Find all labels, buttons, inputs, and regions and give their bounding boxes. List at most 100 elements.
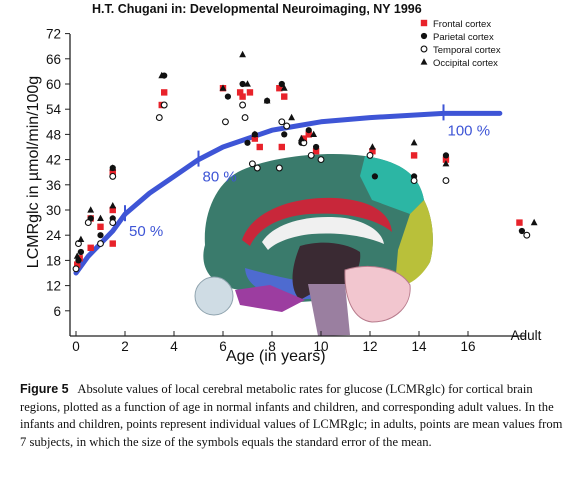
data-point xyxy=(410,139,418,146)
data-point xyxy=(109,172,117,180)
x-tick-label: 0 xyxy=(72,339,80,354)
x-axis-label: Age (in years) xyxy=(226,348,326,365)
data-point xyxy=(161,89,168,96)
y-axis-label: LCMRglc in µmol/min/100g xyxy=(25,76,42,268)
eye-icon xyxy=(194,276,234,316)
data-point xyxy=(256,143,263,151)
legend-label: Parietal cortex xyxy=(433,32,494,43)
figure-caption-text: Absolute values of local cerebral metabo… xyxy=(20,382,563,449)
y-tick-label: 48 xyxy=(46,127,61,142)
data-point xyxy=(442,156,450,163)
trend-line xyxy=(73,110,503,276)
data-point xyxy=(275,164,283,172)
data-point xyxy=(246,89,254,96)
data-point xyxy=(97,214,104,221)
data-point xyxy=(313,143,320,151)
brain-sagittal-section-illustration xyxy=(194,153,433,336)
data-point xyxy=(278,143,285,151)
data-point xyxy=(109,164,117,171)
cerebellum-region xyxy=(344,266,411,323)
y-tick-label: 30 xyxy=(46,203,61,218)
data-point xyxy=(87,206,95,213)
data-point xyxy=(75,257,82,264)
occipital-lobe-region xyxy=(395,200,433,286)
data-point xyxy=(369,148,376,155)
legend-marker xyxy=(420,19,428,27)
data-point xyxy=(300,135,308,142)
data-point xyxy=(442,177,450,185)
data-point xyxy=(278,118,286,126)
parietal-lobe-region xyxy=(360,156,424,214)
figure-label: Figure 5 xyxy=(20,382,69,396)
chart-legend: Frontal cortex Parietal cortex Temporal co… xyxy=(420,19,501,69)
data-point xyxy=(77,248,84,256)
data-point xyxy=(155,114,163,122)
data-point xyxy=(241,114,249,122)
data-point xyxy=(442,160,450,167)
data-point xyxy=(158,71,166,79)
data-point xyxy=(97,240,104,248)
y-tick-label: 18 xyxy=(46,253,61,268)
data-point xyxy=(251,135,259,142)
data-point xyxy=(281,93,288,100)
y-tick-label: 12 xyxy=(46,279,61,294)
data-point xyxy=(283,122,291,130)
data-point xyxy=(248,160,256,168)
data-point xyxy=(305,127,312,134)
data-point xyxy=(410,152,418,159)
data-point xyxy=(278,80,285,88)
data-point xyxy=(516,219,523,226)
data-point xyxy=(263,97,271,104)
data-point xyxy=(239,80,246,88)
data-point xyxy=(87,244,94,251)
legend-label: Temporal cortex xyxy=(433,45,501,56)
data-point xyxy=(219,84,227,91)
data-points xyxy=(72,50,538,273)
data-point xyxy=(280,84,288,91)
data-point xyxy=(239,93,246,100)
data-point xyxy=(239,50,246,58)
data-point xyxy=(72,265,80,273)
x-tick-label: 8 xyxy=(268,339,276,354)
data-point xyxy=(97,223,104,230)
y-axis-ticks: 6 12 18 24 30 36 42 48 54 60 66 72 xyxy=(46,27,70,319)
trend-annotation-label: 80 % xyxy=(203,169,237,186)
data-point xyxy=(244,80,251,87)
data-point xyxy=(109,240,116,247)
data-point xyxy=(109,219,117,227)
data-point xyxy=(523,231,531,239)
x-axis-ticks: 0 2 4 6 8 10 12 14 16 Adult xyxy=(72,328,541,354)
data-point xyxy=(109,169,116,176)
x-tick-label: 16 xyxy=(460,339,475,354)
x-tick-label: 14 xyxy=(411,339,427,354)
data-point xyxy=(109,202,117,209)
data-point xyxy=(222,118,229,126)
x-tick-label: 10 xyxy=(313,339,328,354)
data-point xyxy=(97,232,104,239)
x-tick-label: 12 xyxy=(362,339,377,354)
x-tick-label: 6 xyxy=(219,339,227,354)
data-point xyxy=(298,134,305,142)
trend-annotation-label: 100 % xyxy=(448,122,491,139)
data-point xyxy=(312,148,320,155)
legend-marker xyxy=(420,32,428,40)
data-point xyxy=(442,152,450,159)
legend-label: Occipital cortex xyxy=(433,58,498,69)
cingulate-gyrus-region xyxy=(242,197,392,246)
data-point xyxy=(244,139,251,146)
y-tick-label: 36 xyxy=(46,178,61,193)
data-point xyxy=(518,227,526,235)
data-point xyxy=(84,219,92,227)
pituitary-region xyxy=(235,285,305,312)
y-tick-label: 66 xyxy=(46,52,61,67)
y-tick-label: 6 xyxy=(53,304,61,319)
figure-caption: Figure 5 Absolute values of local cerebr… xyxy=(20,381,565,451)
data-point xyxy=(73,252,81,259)
trend-curve: 50 % 80 % 100 % xyxy=(73,104,503,276)
data-point xyxy=(410,177,418,185)
data-point xyxy=(239,101,247,109)
y-tick-label: 42 xyxy=(46,153,61,168)
data-point xyxy=(369,143,376,150)
corpus-callosum-region xyxy=(262,217,384,250)
